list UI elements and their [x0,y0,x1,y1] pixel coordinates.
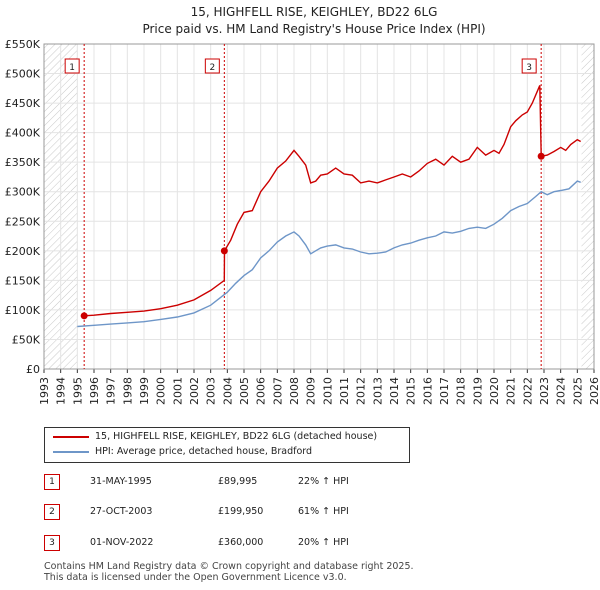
attribution-line-2: This data is licensed under the Open Gov… [44,572,347,583]
y-tick-label: £550K [5,38,41,51]
x-tick-label: 2008 [288,377,301,405]
x-tick-label: 2017 [438,377,451,405]
x-tick-label: 2021 [505,377,518,405]
legend-label-hpi: HPI: Average price, detached house, Brad… [95,446,313,457]
sale-hpi-change: 61% ↑ HPI [298,506,349,517]
attribution-footer: Contains HM Land Registry data © Crown c… [44,561,414,583]
sale-label-text: 3 [526,63,532,73]
chart-title: 15, HIGHFELL RISE, KEIGHLEY, BD22 6LG [191,5,438,19]
hatched-region [581,44,594,369]
y-tick-label: £450K [5,97,41,110]
x-tick-label: 2018 [455,377,468,405]
sale-point [537,152,545,160]
x-tick-label: 2000 [155,377,168,405]
x-tick-label: 2025 [571,377,584,405]
sale-label-box: 1 [64,58,80,74]
y-tick-label: £50K [12,333,41,346]
y-tick-label: £400K [5,127,41,140]
sale-hpi-change: 22% ↑ HPI [298,476,349,487]
x-tick-label: 1996 [88,377,101,405]
y-tick-label: £200K [5,245,41,258]
y-tick-label: £300K [5,186,41,199]
sale-number-badge: 1 [44,474,60,490]
y-tick-label: £250K [5,215,41,228]
plot-area [44,44,594,369]
x-tick-label: 1993 [38,377,51,405]
sale-label-border [64,58,80,74]
legend-item-hpi: HPI: Average price, detached house, Brad… [53,445,312,459]
x-tick-label: 2010 [321,377,334,405]
hpi-series-line [77,180,581,328]
x-tick-label: 1995 [71,377,84,405]
sale-price: £89,995 [218,476,258,487]
x-tick-label: 2007 [271,377,284,405]
x-tick-label: 2005 [238,377,251,405]
sale-date: 01-NOV-2022 [90,537,154,548]
x-tick-label: 1998 [121,377,134,405]
x-tick-label: 2009 [305,377,318,405]
sale-point [80,312,88,320]
sale-hpi-change: 20% ↑ HPI [298,537,349,548]
price-chart: 15, HIGHFELL RISE, KEIGHLEY, BD22 6LG Pr… [5,5,600,405]
y-tick-label: £500K [5,68,41,81]
sale-row-2: 2 27-OCT-2003 £199,950 61% ↑ HPI [44,504,444,520]
x-tick-label: 2020 [488,377,501,405]
x-tick-label: 2022 [521,377,534,405]
chart-subtitle: Price paid vs. HM Land Registry's House … [142,22,485,36]
sale-price: £360,000 [218,537,264,548]
x-tick-label: 1994 [55,377,68,405]
x-tick-label: 2019 [471,377,484,405]
sale-row-1: 1 31-MAY-1995 £89,995 22% ↑ HPI [44,474,444,490]
x-tick-label: 2014 [388,377,401,405]
legend: 15, HIGHFELL RISE, KEIGHLEY, BD22 6LG (d… [44,427,410,463]
x-tick-label: 2024 [555,377,568,405]
x-tick-label: 2006 [255,377,268,405]
sale-row-3: 3 01-NOV-2022 £360,000 20% ↑ HPI [44,535,444,551]
sale-point [220,247,228,255]
x-tick-label: 2015 [405,377,418,405]
property-series-line [84,85,582,317]
legend-item-property: 15, HIGHFELL RISE, KEIGHLEY, BD22 6LG (d… [53,430,377,444]
sale-number-badge: 2 [44,504,60,520]
legend-label-property: 15, HIGHFELL RISE, KEIGHLEY, BD22 6LG (d… [95,431,378,442]
y-tick-label: £100K [5,304,41,317]
x-tick-label: 2011 [338,377,351,405]
x-tick-label: 2023 [538,377,551,405]
y-tick-label: £350K [5,156,41,169]
y-tick-label: £150K [5,274,41,287]
x-tick-label: 2001 [171,377,184,405]
sale-date: 31-MAY-1995 [90,476,152,487]
legend-swatch-property [53,435,89,438]
sale-label-border [521,58,537,74]
x-tick-label: 2003 [205,377,218,405]
x-tick-label: 2002 [188,377,201,405]
attribution-line-1: Contains HM Land Registry data © Crown c… [44,561,414,572]
sale-label-text: 1 [69,63,75,73]
plot-border [43,43,595,370]
x-tick-label: 2016 [421,377,434,405]
x-tick-label: 2013 [371,377,384,405]
sale-label-text: 2 [209,63,215,73]
legend-swatch-hpi [53,450,89,453]
sale-label-box: 2 [204,58,220,74]
sale-label-border [204,58,220,74]
x-tick-label: 2004 [221,377,234,405]
x-tick-label: 2012 [355,377,368,405]
sale-price: £199,950 [218,506,264,517]
x-tick-label: 2026 [588,377,600,405]
y-tick-label: £0 [26,363,40,376]
sale-date: 27-OCT-2003 [90,506,153,517]
sale-number-badge: 3 [44,535,60,551]
x-tick-label: 1997 [105,377,118,405]
x-tick-label: 1999 [138,377,151,405]
sale-label-box: 3 [521,58,537,74]
